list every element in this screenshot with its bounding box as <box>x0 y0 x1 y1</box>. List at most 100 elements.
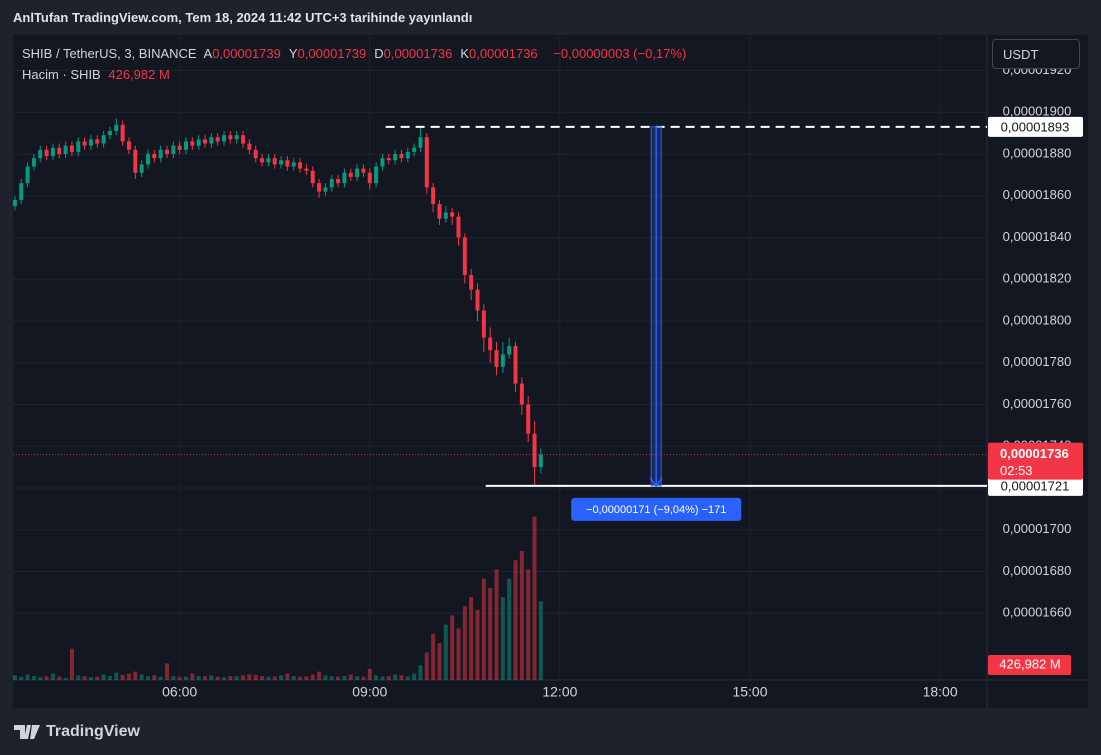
volume-label-box <box>988 655 1071 675</box>
volume-bar <box>152 675 157 680</box>
volume-bar <box>139 674 144 680</box>
candle-body <box>260 158 265 163</box>
volume-bar <box>12 675 17 680</box>
volume-bar <box>158 676 163 680</box>
x-tick-label: 06:00 <box>162 684 197 700</box>
volume-bar <box>437 643 442 680</box>
volume-bar <box>164 663 169 680</box>
candle-body <box>12 199 17 207</box>
volume-bar <box>526 569 531 680</box>
candle-body <box>177 145 182 150</box>
candle-body <box>19 183 24 200</box>
candle-body <box>462 237 467 276</box>
volume-bar <box>304 676 309 680</box>
volume-bar <box>82 676 87 680</box>
axis: 0,000016600,000016800,000017000,00001720… <box>162 62 1083 700</box>
x-tick-label: 18:00 <box>923 684 958 700</box>
candle-body <box>209 137 214 144</box>
candle-body <box>342 172 347 184</box>
volume-bar <box>190 673 195 680</box>
volume-bar <box>260 675 265 680</box>
volume-bar <box>393 674 398 680</box>
candle-body <box>361 168 366 173</box>
volume-bar <box>481 578 486 680</box>
grid <box>13 35 987 680</box>
volume-bar <box>412 673 417 680</box>
candle-body <box>164 149 169 154</box>
volume-bar <box>500 597 505 680</box>
candle-body <box>215 137 220 142</box>
candle-body <box>367 172 372 184</box>
candle-body <box>95 139 100 144</box>
candle-body <box>139 164 144 173</box>
candle-body <box>190 141 195 146</box>
volume-label: 426,982 M <box>999 656 1060 671</box>
volume-bar <box>348 674 353 680</box>
candle-body <box>475 289 480 311</box>
volume-bar <box>405 676 410 680</box>
currency-button[interactable]: USDT <box>992 39 1080 69</box>
volume-bar <box>222 677 227 680</box>
volume-bar <box>196 675 201 680</box>
candle-body <box>374 166 379 184</box>
volume-bar <box>361 676 366 680</box>
candle-body <box>348 172 353 177</box>
candle-body <box>380 158 385 167</box>
candle-body <box>298 162 303 169</box>
volume-bar <box>215 676 220 680</box>
candle-body <box>279 160 284 165</box>
volume-bar <box>443 624 448 680</box>
volume-bar <box>177 677 182 680</box>
footer: TradingView <box>14 723 140 741</box>
volume-bar <box>513 560 518 680</box>
x-tick-label: 12:00 <box>542 684 577 700</box>
candle-body <box>469 275 474 290</box>
hline-label-box <box>988 475 1083 496</box>
volume-bar <box>424 652 429 680</box>
volume-bar <box>285 673 290 680</box>
candle-body <box>500 354 505 367</box>
volume-bar <box>171 676 176 680</box>
last-price-label: 0,00001736 <box>1000 446 1069 461</box>
candle-body <box>336 179 341 184</box>
candle-body <box>329 179 334 188</box>
volume-bar <box>342 675 347 680</box>
logo <box>14 725 40 739</box>
candle-body <box>247 143 252 150</box>
y-tick-label: 0,00001800 <box>1003 312 1072 327</box>
candle-body <box>386 158 391 161</box>
candle-body <box>234 135 239 140</box>
candle-body <box>31 158 36 167</box>
volume-bar <box>44 676 49 680</box>
candle-body <box>538 454 543 468</box>
legend-symbol: SHIB / TetherUS, 3, BINANCE <box>22 46 197 61</box>
candle-body <box>437 204 442 219</box>
candle-body <box>126 141 131 150</box>
legend-value: 0,00001736 <box>383 46 453 61</box>
volume-bar <box>241 675 246 680</box>
x-tick-label: 09:00 <box>352 684 387 700</box>
legend-value: 0,00001736 <box>468 46 538 61</box>
volume-bar <box>469 597 474 680</box>
candle-body <box>418 137 423 148</box>
candle-body <box>310 170 315 184</box>
hline-label: 0,00001893 <box>1001 119 1070 134</box>
candle-body <box>158 149 163 159</box>
candle-body <box>203 139 208 144</box>
volume-bar <box>19 676 24 680</box>
candle-body <box>291 162 296 167</box>
volume-bar <box>228 675 233 680</box>
candle-body <box>285 160 290 167</box>
y-tick-label: 0,00001840 <box>1003 229 1072 244</box>
legend-key: D <box>374 46 384 61</box>
y-tick-label: 0,00001760 <box>1003 396 1072 411</box>
candle-body <box>25 166 30 184</box>
volume-bar <box>317 671 322 680</box>
chart-bg <box>13 35 1088 708</box>
volume-bar <box>329 676 334 680</box>
volume-bar <box>291 675 296 680</box>
candle-body <box>317 183 322 192</box>
watermark: TradingView <box>46 723 140 740</box>
volume-bar <box>374 675 379 680</box>
y-tick-label: 0,00001680 <box>1003 563 1072 578</box>
